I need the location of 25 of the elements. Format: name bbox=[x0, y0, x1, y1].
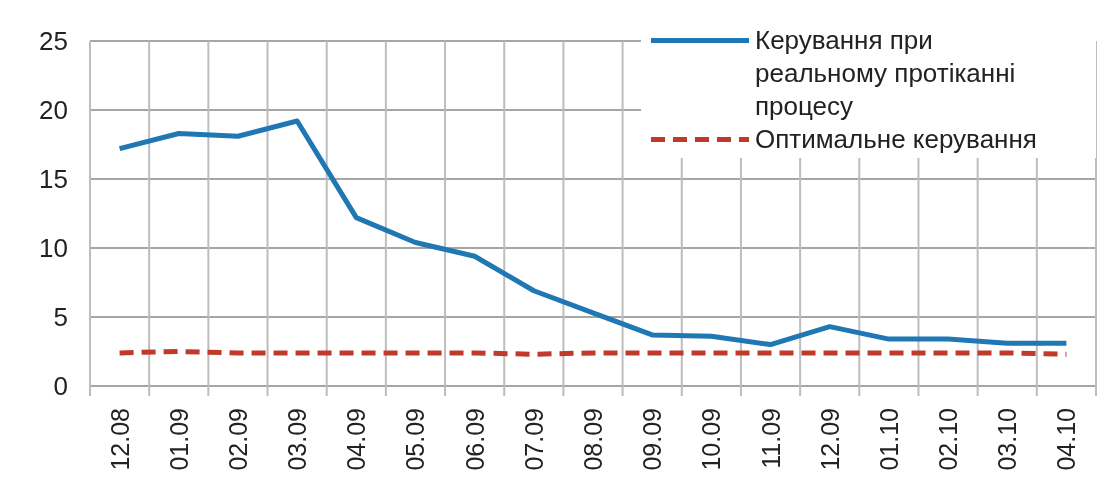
y-tick-label: 10 bbox=[39, 233, 68, 263]
x-tick-label: 09.09 bbox=[638, 408, 667, 471]
x-tick-label: 04.09 bbox=[342, 408, 371, 471]
x-tick-label: 06.09 bbox=[460, 408, 489, 471]
x-tick-label: 03.10 bbox=[993, 408, 1022, 471]
x-tick-label: 01.10 bbox=[874, 408, 903, 471]
x-tick-label: 03.09 bbox=[283, 408, 312, 471]
x-tick-label: 11.09 bbox=[756, 408, 785, 469]
x-tick-label: 08.09 bbox=[579, 408, 607, 471]
x-tick-label: 12.08 bbox=[105, 408, 134, 471]
y-tick-label: 15 bbox=[39, 164, 68, 194]
y-tick-label: 20 bbox=[39, 95, 68, 125]
x-tick-label: 04.10 bbox=[1052, 408, 1081, 471]
legend-label: Оптимальне керування bbox=[755, 123, 1037, 154]
legend-label: Керування при реальному протіканні процесу bbox=[755, 24, 1016, 121]
x-tick-label: 10.09 bbox=[697, 408, 726, 471]
x-tick-label: 07.09 bbox=[519, 408, 548, 471]
y-tick-label: 5 bbox=[53, 302, 68, 332]
y-tick-label: 0 bbox=[53, 371, 68, 401]
x-tick-label: 01.09 bbox=[164, 408, 193, 471]
x-tick-label: 02.09 bbox=[223, 408, 252, 471]
x-tick-label: 02.10 bbox=[934, 408, 963, 471]
x-tick-label: 05.09 bbox=[401, 408, 430, 471]
x-tick-label: 12.09 bbox=[815, 408, 844, 471]
y-tick-label: 25 bbox=[39, 26, 68, 56]
